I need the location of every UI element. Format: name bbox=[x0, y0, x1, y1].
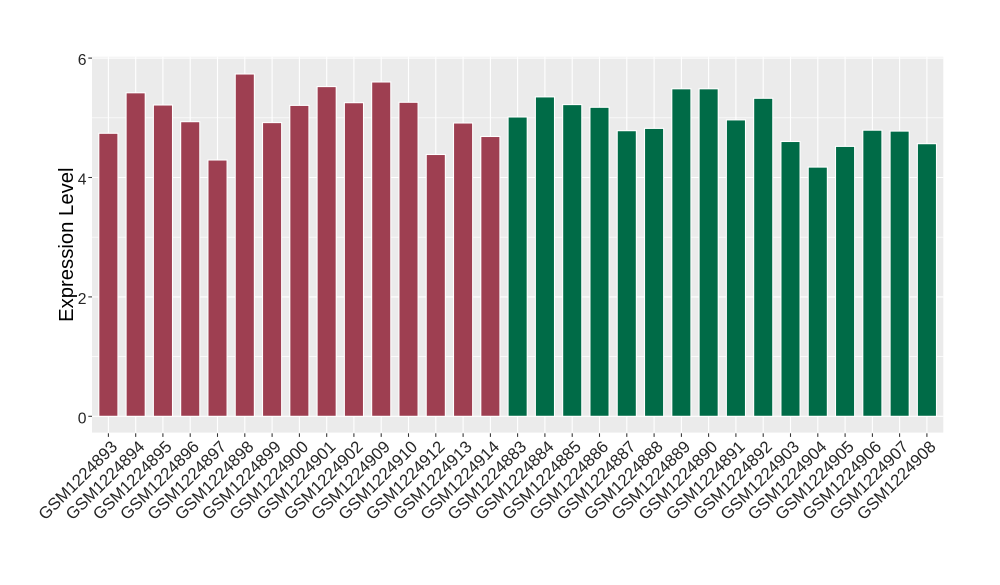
svg-text:Expression Level: Expression Level bbox=[56, 167, 78, 321]
svg-text:0: 0 bbox=[78, 410, 87, 427]
svg-text:6: 6 bbox=[78, 52, 87, 69]
svg-text:4: 4 bbox=[78, 172, 87, 189]
svg-text:2: 2 bbox=[78, 291, 87, 308]
